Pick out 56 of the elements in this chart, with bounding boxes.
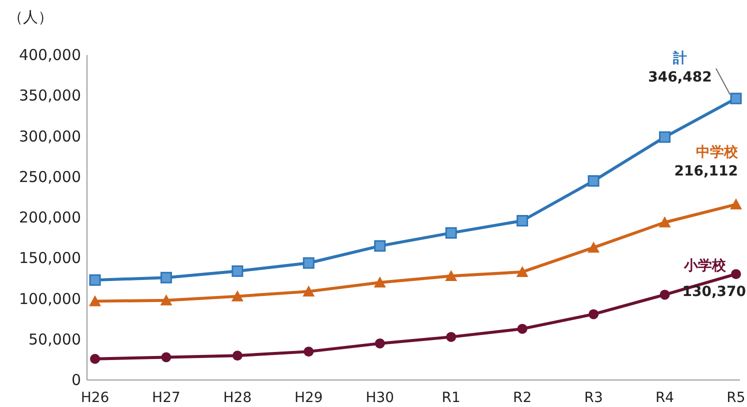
data-label: 346,482	[648, 69, 712, 86]
point	[160, 294, 172, 306]
point	[161, 352, 172, 362]
series-label: 小学校	[683, 258, 727, 274]
point	[89, 295, 101, 306]
point	[374, 276, 386, 288]
point	[302, 285, 315, 296]
y-tick-label: 100,000	[18, 290, 81, 308]
point	[516, 215, 528, 226]
point	[660, 290, 670, 300]
point	[232, 265, 244, 277]
y-axis-title: （人）	[8, 8, 53, 26]
x-tick-label: H29	[294, 390, 323, 406]
point	[232, 350, 242, 361]
y-tick-label: 200,000	[18, 208, 81, 226]
y-tick-label: 400,000	[18, 46, 81, 64]
point	[302, 257, 314, 269]
x-tick-label: H27	[152, 390, 180, 406]
point	[658, 216, 671, 228]
point	[517, 324, 528, 334]
x-tick-label: R1	[442, 390, 460, 406]
point	[731, 269, 741, 280]
y-tick-label: 150,000	[18, 249, 81, 268]
data-label: 216,112	[674, 163, 738, 180]
point	[730, 198, 742, 210]
text: 中学校	[696, 144, 739, 160]
x-tick-label: H28	[223, 390, 252, 406]
point	[160, 272, 172, 284]
y-tick-label: 0	[71, 371, 81, 389]
y-tick-label: 300,000	[18, 127, 81, 146]
point	[730, 92, 742, 104]
point	[588, 309, 599, 320]
y-tick-label: 50,000	[28, 330, 81, 348]
point	[588, 175, 600, 187]
x-tick-label: R5	[726, 390, 746, 406]
point	[445, 227, 457, 239]
point	[516, 266, 528, 277]
x-tick-label: R4	[655, 390, 674, 406]
x-tick-label: R3	[584, 390, 603, 406]
point	[374, 240, 386, 252]
point	[304, 346, 314, 357]
text: 計	[672, 50, 687, 66]
point	[89, 274, 101, 286]
y-tick-label: 250,000	[18, 168, 81, 186]
point	[374, 338, 385, 348]
point	[445, 270, 458, 281]
point	[446, 332, 456, 342]
point	[90, 354, 100, 364]
point	[231, 290, 244, 302]
y-tick-label: 350,000	[18, 86, 81, 105]
point	[588, 242, 600, 253]
x-tick-label: R2	[513, 390, 532, 406]
point	[659, 131, 671, 143]
x-tick-label: H30	[366, 390, 394, 406]
data-label: 130,370	[682, 284, 746, 300]
x-tick-label: H26	[80, 390, 110, 406]
